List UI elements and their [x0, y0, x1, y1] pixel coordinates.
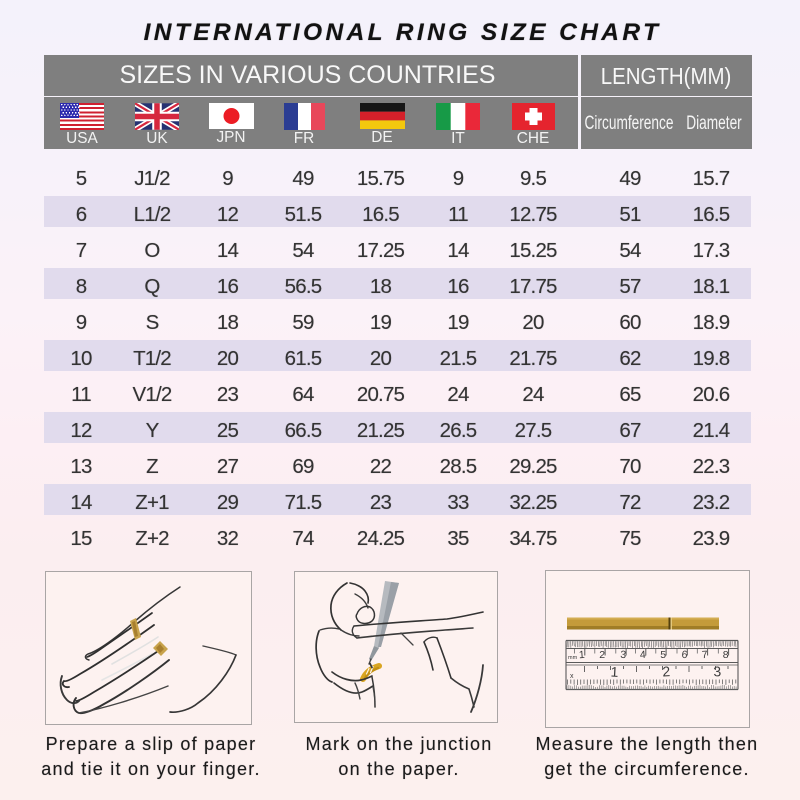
svg-text:5: 5 [660, 649, 666, 661]
svg-text:x: x [570, 673, 574, 680]
svg-text:6: 6 [681, 649, 688, 661]
svg-text:3: 3 [712, 663, 721, 679]
svg-text:8: 8 [722, 649, 728, 661]
svg-text:7: 7 [701, 649, 708, 661]
svg-text:4: 4 [639, 649, 646, 661]
svg-text:1: 1 [610, 664, 619, 680]
svg-text:2: 2 [661, 663, 670, 679]
svg-text:3: 3 [619, 649, 626, 661]
svg-text:2: 2 [599, 649, 605, 661]
svg-text:mm: mm [568, 655, 578, 661]
svg-text:1: 1 [578, 649, 585, 661]
